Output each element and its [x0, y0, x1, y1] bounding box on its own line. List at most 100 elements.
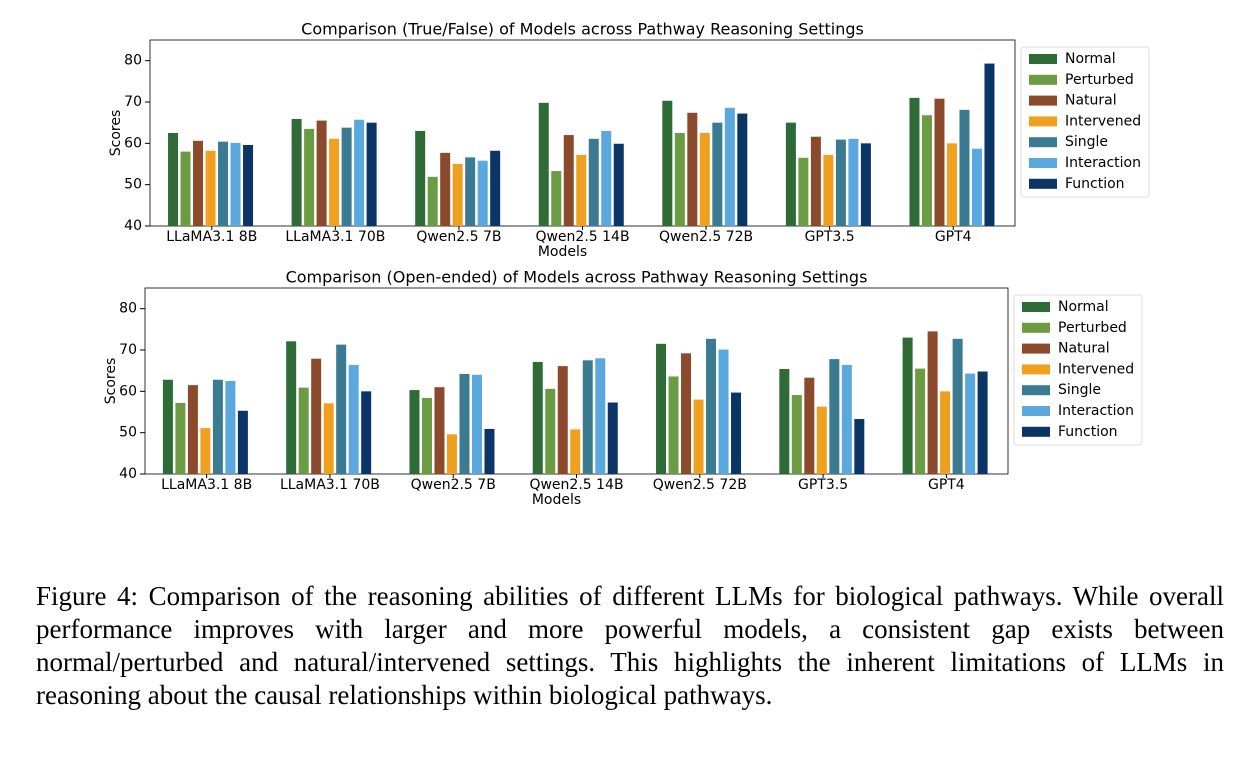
x-tick-label: LLaMA3.1 8B — [166, 229, 257, 245]
bar — [341, 127, 352, 226]
bar — [582, 360, 593, 474]
x-tick-label: GPT3.5 — [805, 229, 855, 245]
bar — [187, 385, 198, 474]
bar — [613, 143, 624, 226]
bar — [791, 395, 802, 474]
bar — [952, 338, 963, 474]
bar — [348, 364, 359, 474]
bar — [323, 403, 334, 474]
bar — [977, 371, 988, 474]
legend-swatch — [1029, 74, 1057, 85]
bar — [336, 344, 347, 474]
bar — [446, 434, 457, 474]
legend-swatch — [1029, 54, 1057, 64]
bar — [459, 373, 470, 474]
bar — [595, 358, 606, 474]
bar — [816, 406, 827, 474]
bar — [434, 387, 445, 474]
figure: Comparison (True/False) of Models across… — [103, 20, 1150, 508]
bar — [218, 141, 229, 226]
bar — [212, 379, 223, 474]
legend-swatch — [1029, 178, 1057, 189]
legend-swatch — [1029, 116, 1057, 127]
legend-swatch — [1022, 406, 1050, 416]
legend-swatch — [1022, 364, 1050, 375]
x-tick-label: GPT4 — [928, 477, 965, 493]
bar — [681, 353, 692, 474]
y-tick-label: 80 — [119, 301, 137, 317]
bar — [427, 176, 438, 226]
bar — [971, 148, 982, 226]
bar — [959, 109, 970, 226]
legend-swatch — [1022, 302, 1050, 312]
bar — [607, 402, 618, 474]
legend-label: Perturbed — [1058, 320, 1127, 336]
y-tick-label: 40 — [119, 466, 137, 482]
y-tick-label: 60 — [119, 383, 137, 399]
x-axis-label: Models — [532, 492, 581, 508]
bar — [329, 138, 340, 226]
bar — [965, 373, 976, 474]
bar — [316, 120, 327, 226]
bar — [545, 388, 556, 474]
bar — [354, 119, 365, 226]
bar — [854, 419, 865, 474]
legend-swatch — [1022, 322, 1050, 333]
x-tick-label: GPT4 — [935, 229, 972, 245]
x-axis-label: Models — [538, 244, 587, 260]
bar — [785, 122, 796, 226]
bar — [915, 368, 926, 474]
chart-title: Comparison (True/False) of Models across… — [301, 20, 864, 39]
legend-label: Natural — [1058, 341, 1110, 357]
x-tick-label: GPT3.5 — [798, 477, 848, 493]
bar — [804, 377, 815, 474]
x-tick-label: Qwen2.5 7B — [411, 477, 496, 493]
bar — [162, 379, 173, 474]
bar — [193, 140, 204, 226]
y-tick-label: 60 — [124, 135, 142, 151]
bar — [538, 102, 549, 226]
bar — [237, 410, 248, 474]
y-tick-label: 50 — [124, 177, 142, 193]
legend-label: Single — [1058, 382, 1101, 398]
bar — [225, 381, 236, 474]
bar — [551, 171, 562, 226]
bar — [946, 143, 957, 226]
bar — [706, 338, 717, 474]
bar — [291, 118, 302, 226]
legend-label: Function — [1058, 424, 1118, 440]
legend-label: Intervened — [1065, 113, 1141, 129]
bar — [205, 150, 216, 226]
bar — [484, 428, 495, 474]
bar — [243, 144, 254, 226]
y-tick-label: 40 — [124, 218, 142, 234]
x-tick-label: LLaMA3.1 8B — [161, 477, 252, 493]
bar — [286, 341, 297, 474]
legend-label: Perturbed — [1065, 72, 1134, 88]
legend-label: Function — [1065, 176, 1125, 192]
bar — [490, 150, 501, 226]
bar — [860, 143, 871, 226]
legend-swatch — [1029, 137, 1057, 148]
bar — [674, 133, 685, 226]
chart-title: Comparison (Open-ended) of Models across… — [286, 268, 868, 287]
bar — [779, 369, 790, 474]
legend-label: Interaction — [1058, 403, 1134, 419]
bar — [940, 391, 951, 474]
bar — [699, 133, 710, 226]
legend-swatch — [1022, 343, 1050, 354]
bar — [471, 374, 482, 474]
bar — [848, 138, 859, 226]
legend-label: Single — [1065, 134, 1108, 150]
legend-swatch — [1022, 385, 1050, 396]
y-axis-label: Scores — [103, 358, 119, 405]
x-tick-label: LLaMA3.1 70B — [285, 229, 385, 245]
y-tick-label: 70 — [119, 342, 137, 358]
bar — [829, 359, 840, 474]
x-tick-label: Qwen2.5 72B — [653, 477, 747, 493]
bar — [440, 152, 451, 226]
y-tick-label: 70 — [124, 94, 142, 110]
bar — [724, 107, 735, 226]
bar — [841, 364, 852, 474]
